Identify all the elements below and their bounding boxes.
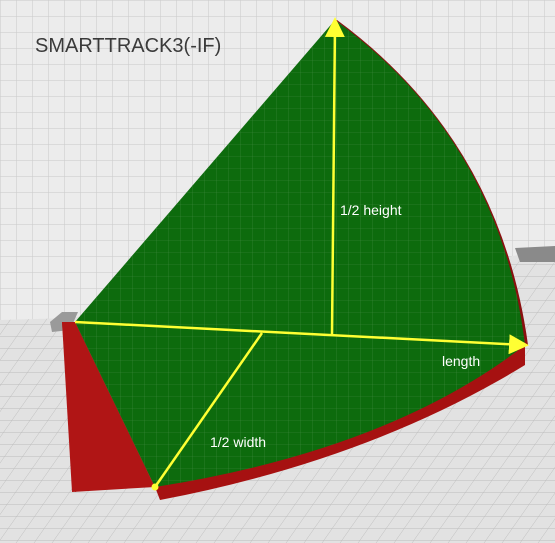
edge-shade — [515, 246, 555, 262]
title: SMARTTRACK3(-IF) — [35, 35, 221, 57]
width-end — [152, 484, 159, 491]
scene: SMARTTRACK3(-IF) 1/2 height length 1/2 w… — [0, 0, 555, 543]
width-label: 1/2 width — [210, 434, 266, 450]
length-label: length — [442, 353, 480, 369]
height-label: 1/2 height — [340, 202, 402, 218]
